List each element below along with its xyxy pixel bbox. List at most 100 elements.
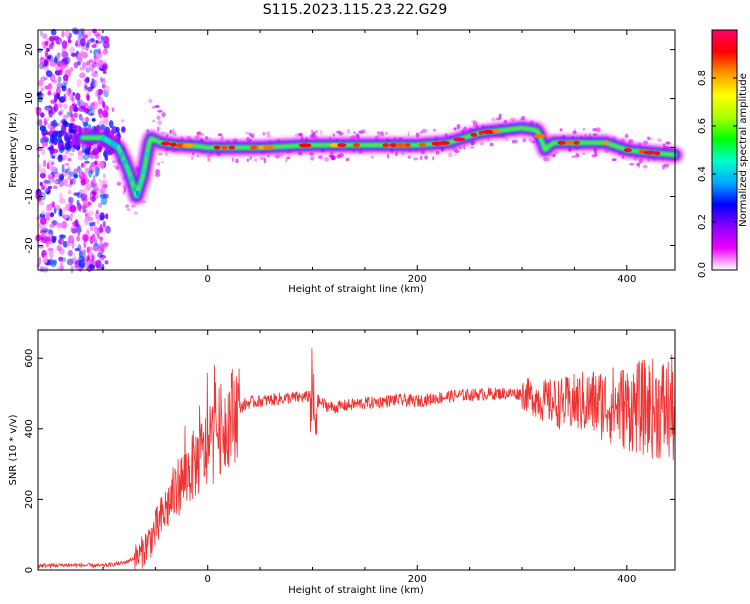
heatmap-cell — [78, 113, 83, 121]
heatmap-cell — [131, 204, 136, 208]
heatmap-cell — [95, 170, 100, 177]
heatmap-cell — [95, 33, 102, 40]
heatmap-cell — [52, 180, 58, 184]
heatmap-cell — [73, 173, 79, 179]
snr-y-ticks: 0 200 400 600 — [24, 349, 675, 573]
heatmap-cell — [67, 39, 72, 44]
heatmap-cell — [55, 66, 60, 71]
heatmap-cell — [158, 152, 163, 156]
heatmap-cell — [69, 46, 75, 54]
heatmap-cell — [317, 155, 322, 159]
heatmap-cell — [67, 176, 72, 181]
heatmap-cell — [85, 116, 89, 123]
heatmap-cell — [42, 160, 47, 168]
heatmap-cell — [99, 243, 103, 250]
heatmap-cell — [52, 35, 60, 41]
heatmap-cell — [95, 40, 102, 44]
heatmap-cell — [73, 62, 79, 69]
heatmap-cell — [59, 192, 63, 200]
spectrogram-frame — [37, 29, 676, 271]
heatmap-cell — [91, 79, 97, 84]
heatmap-cell — [67, 138, 71, 144]
heatmap-cell — [154, 104, 160, 109]
heatmap-cell — [99, 223, 103, 233]
heatmap-cell — [51, 201, 55, 208]
heatmap-cell — [102, 242, 109, 247]
heatmap-cell — [102, 179, 108, 184]
heatmap-cell — [84, 147, 90, 156]
heatmap-cell — [47, 247, 54, 252]
heatmap-cell — [71, 147, 76, 153]
heatmap-cell — [82, 177, 90, 185]
heatmap-cell — [85, 68, 90, 73]
heatmap-cell — [231, 157, 235, 163]
heatmap-cell — [93, 186, 99, 192]
heatmap-cell — [629, 162, 635, 166]
colorbar-tick-label: 0.8 — [697, 70, 708, 86]
heatmap-cell — [39, 266, 45, 273]
heatmap-cell — [99, 193, 106, 199]
heatmap-cell — [38, 118, 43, 127]
heatmap-cell — [46, 47, 50, 52]
heatmap-cell — [63, 93, 66, 101]
heatmap-cell — [69, 213, 74, 219]
heatmap-cell — [338, 131, 344, 136]
heatmap-cell — [263, 158, 267, 164]
heatmap-cell — [172, 132, 177, 136]
heatmap-cell — [582, 152, 586, 156]
heatmap-cell — [405, 143, 411, 148]
heatmap-cell — [49, 126, 56, 132]
heatmap-cell — [66, 243, 73, 247]
heatmap-cell — [89, 49, 93, 54]
heatmap-cell — [84, 254, 88, 261]
snr-frame — [37, 329, 676, 571]
heatmap-cell — [376, 131, 382, 135]
heatmap-cell — [74, 219, 79, 228]
heatmap-cell — [92, 61, 98, 68]
heatmap-cell — [59, 208, 63, 217]
heatmap-cell — [41, 210, 45, 216]
heatmap-cell — [99, 189, 104, 194]
snr-x-axis-label: Height of straight line (km) — [288, 585, 424, 596]
heatmap-cell — [82, 208, 87, 214]
heatmap-cell — [104, 156, 109, 162]
heatmap-cell — [37, 79, 44, 87]
heatmap-cell — [46, 179, 52, 185]
heatmap-cell — [53, 171, 60, 178]
heatmap-cell — [407, 131, 410, 137]
heatmap-cell — [382, 143, 390, 148]
heatmap-cell — [58, 248, 65, 255]
heatmap-cell — [79, 189, 85, 194]
heatmap-cell — [154, 173, 161, 178]
heatmap-cell — [58, 111, 62, 116]
heatmap-cell — [47, 55, 51, 60]
heatmap-cell — [69, 179, 73, 185]
spectrogram-y-axis-label: Frequency (Hz) — [8, 112, 19, 188]
heatmap-cell — [96, 232, 100, 239]
heatmap-cell — [89, 81, 96, 90]
heatmap-cell — [432, 156, 435, 161]
heatmap-cell — [92, 28, 97, 34]
heatmap-cell — [50, 134, 55, 144]
heatmap-cell — [64, 162, 70, 167]
heatmap-cell — [332, 133, 335, 137]
heatmap-cell — [86, 30, 92, 38]
heatmap-cell — [59, 234, 66, 239]
heatmap-cell — [380, 131, 384, 137]
heatmap-cell — [331, 155, 336, 161]
heatmap-cell — [78, 113, 82, 118]
heatmap-cell — [49, 250, 54, 259]
heatmap-cell — [81, 249, 86, 254]
heatmap-cell — [207, 157, 211, 162]
heatmap-cell — [103, 193, 109, 199]
heatmap-cell — [129, 176, 133, 182]
heatmap-cell — [88, 209, 94, 217]
heatmap-cell — [87, 201, 92, 206]
figure-title: S115.2023.115.23.22.G29 — [263, 2, 448, 18]
heatmap-cell — [160, 161, 165, 164]
heatmap-cell — [418, 142, 427, 147]
heatmap-cell — [73, 168, 78, 175]
snr-panel: 0 200 400 0 200 400 600 Height of straight li… — [8, 329, 676, 596]
heatmap-cell — [97, 91, 101, 100]
